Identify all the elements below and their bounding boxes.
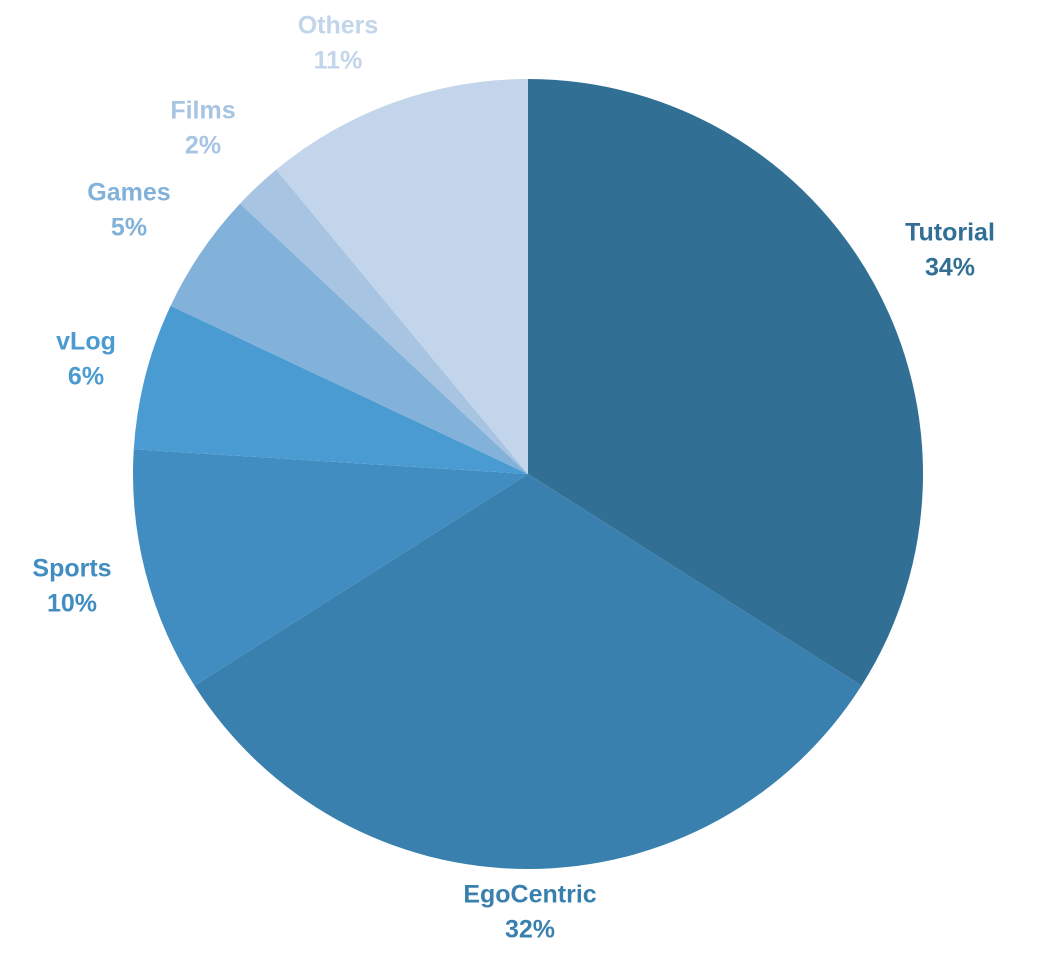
slice-value-others: 11% (314, 47, 363, 75)
pie-slice-sports (133, 449, 528, 686)
pie-slice-vlog (133, 305, 528, 474)
pie-slice-egocentric (194, 474, 862, 869)
slice-label-tutorial: Tutorial (905, 219, 995, 247)
slice-value-tutorial: 34% (925, 254, 975, 282)
pie-slice-films (240, 169, 528, 474)
slice-label-vlog: vLog (56, 328, 116, 356)
slice-label-others: Others (298, 12, 379, 40)
slice-value-games: 5% (111, 214, 147, 242)
pie-slice-games (170, 203, 528, 474)
slice-value-egocentric: 32% (505, 916, 555, 944)
pie-slice-tutorial (528, 79, 923, 686)
slice-label-egocentric: EgoCentric (463, 881, 596, 909)
pie-slices (133, 79, 923, 869)
slice-value-vlog: 6% (68, 363, 104, 391)
slice-value-sports: 10% (47, 590, 97, 618)
pie-labels: Tutorial 34% EgoCentric 32% Sports 10% vLog 6% G… (32, 12, 995, 944)
pie-slice-others (276, 79, 528, 474)
slice-label-films: Films (170, 97, 235, 125)
slice-label-games: Games (87, 179, 170, 207)
slice-label-sports: Sports (32, 555, 111, 583)
slice-value-films: 2% (185, 132, 221, 160)
